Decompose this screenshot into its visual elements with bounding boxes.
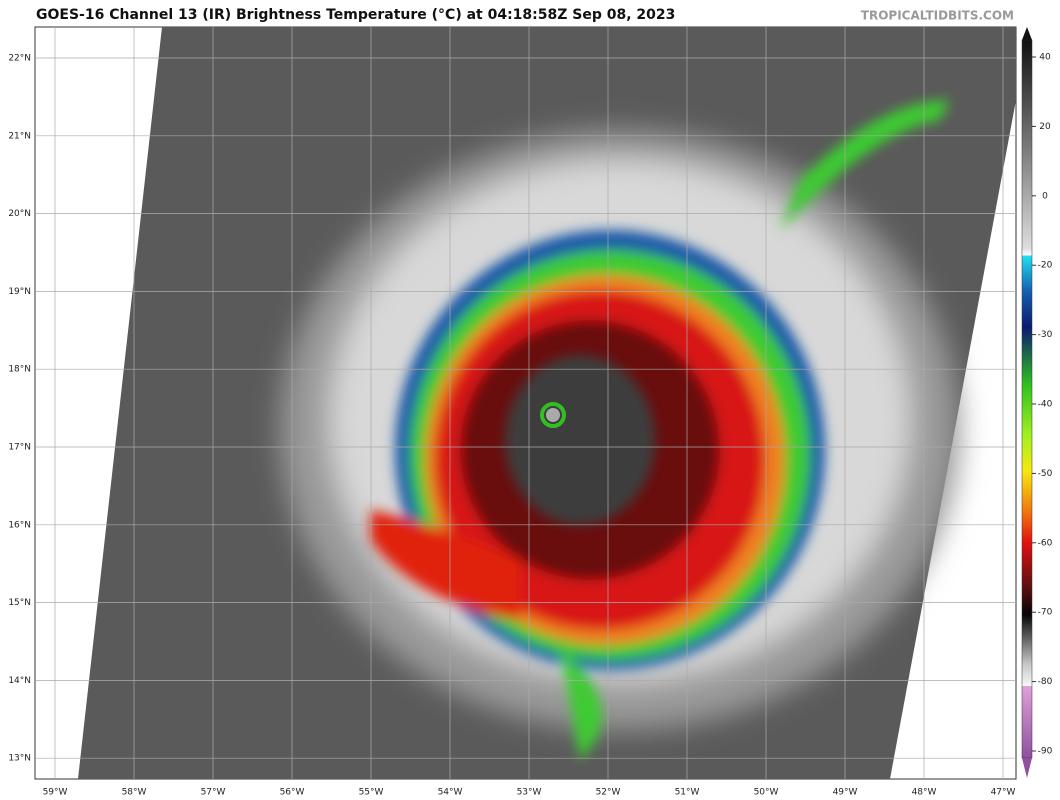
lat-label: 18°N <box>8 365 31 375</box>
colorbar-tick-label: -40 <box>1038 400 1053 410</box>
colorbar-tick-label: -20 <box>1038 261 1053 271</box>
lat-label: 19°N <box>8 287 31 297</box>
lon-label: 56°W <box>280 788 305 798</box>
lon-label: 59°W <box>43 788 68 798</box>
colorbar-tick-label: 0 <box>1042 191 1048 201</box>
lat-label: 13°N <box>8 754 31 764</box>
lon-label: 55°W <box>359 788 384 798</box>
colorbar <box>1021 39 1033 759</box>
lon-label: 48°W <box>912 788 937 798</box>
lon-label: 51°W <box>675 788 700 798</box>
lat-label: 17°N <box>8 443 31 453</box>
lon-label: 53°W <box>517 788 542 798</box>
lon-label: 57°W <box>201 788 226 798</box>
lat-label: 20°N <box>8 209 31 219</box>
colorbar-tick-label: -60 <box>1038 538 1053 548</box>
colorbar-tick-label: 40 <box>1039 53 1051 63</box>
colorbar-top <box>1022 27 1032 40</box>
colorbar-tick-label: -30 <box>1038 330 1053 340</box>
colorbar-tick-label: -70 <box>1038 608 1053 618</box>
lat-label: 21°N <box>8 131 31 141</box>
credit: TROPICALTIDBITS.COM <box>861 9 1014 23</box>
lon-label: 50°W <box>754 788 779 798</box>
lat-label: 15°N <box>8 598 31 608</box>
imagery <box>78 27 1016 779</box>
lon-label: 49°W <box>833 788 858 798</box>
lat-label: 16°N <box>8 520 31 530</box>
colorbar-tick-label: -50 <box>1038 469 1053 479</box>
colorbar-tick-label: -90 <box>1038 747 1053 757</box>
colorbar-bottom <box>1022 758 1032 778</box>
lon-label: 47°W <box>991 788 1016 798</box>
lon-label: 54°W <box>438 788 463 798</box>
lat-label: 14°N <box>8 676 31 686</box>
lon-label: 52°W <box>596 788 621 798</box>
lon-label: 58°W <box>122 788 147 798</box>
colorbar-tick-label: -80 <box>1038 677 1053 687</box>
colorbar-tick-label: 20 <box>1039 122 1051 132</box>
lat-label: 22°N <box>8 54 31 64</box>
map-title: GOES-16 Channel 13 (IR) Brightness Tempe… <box>36 7 675 23</box>
